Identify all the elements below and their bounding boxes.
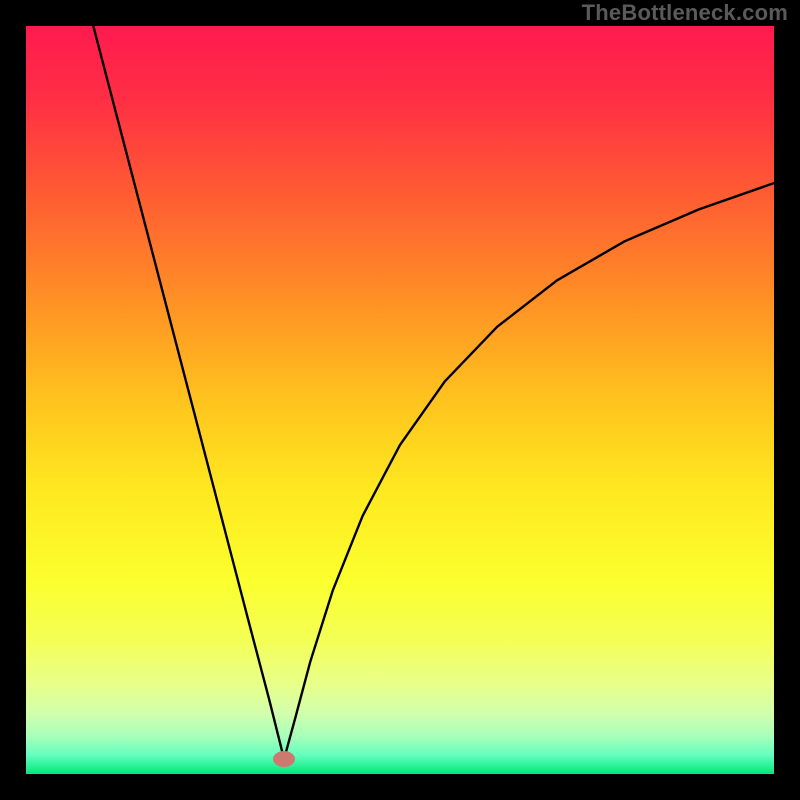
- chart-frame: TheBottleneck.com: [0, 0, 800, 800]
- vertex-marker: [273, 751, 295, 767]
- plot-area: [26, 26, 774, 774]
- watermark-text: TheBottleneck.com: [582, 0, 788, 26]
- curve-path: [93, 26, 774, 759]
- bottleneck-curve: [26, 26, 774, 774]
